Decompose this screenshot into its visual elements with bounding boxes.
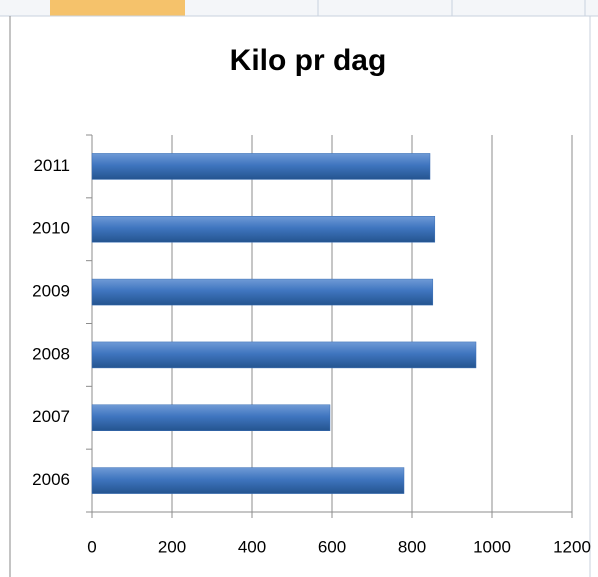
x-tick-label: 1000 [473, 537, 511, 556]
bar [91, 341, 477, 369]
x-tick-label: 200 [158, 537, 186, 556]
bar [91, 153, 431, 180]
bar [91, 467, 405, 494]
y-tick-label: 2009 [32, 282, 70, 301]
x-tick-label: 600 [318, 537, 346, 556]
y-tick-label: 2007 [32, 407, 70, 426]
bar [91, 404, 331, 431]
bar [91, 216, 436, 243]
y-tick-label: 2006 [32, 470, 70, 489]
x-tick-label: 400 [238, 537, 266, 556]
x-tick-label: 800 [398, 537, 426, 556]
chart-title: Kilo pr dag [230, 44, 387, 77]
x-tick-label: 1200 [553, 537, 591, 556]
x-tick-label: 0 [87, 537, 96, 556]
y-tick-label: 2008 [32, 344, 70, 363]
bar [91, 278, 434, 306]
y-tick-label: 2011 [33, 156, 70, 175]
y-tick-label: 2010 [32, 219, 70, 238]
selected-cell [50, 0, 185, 16]
